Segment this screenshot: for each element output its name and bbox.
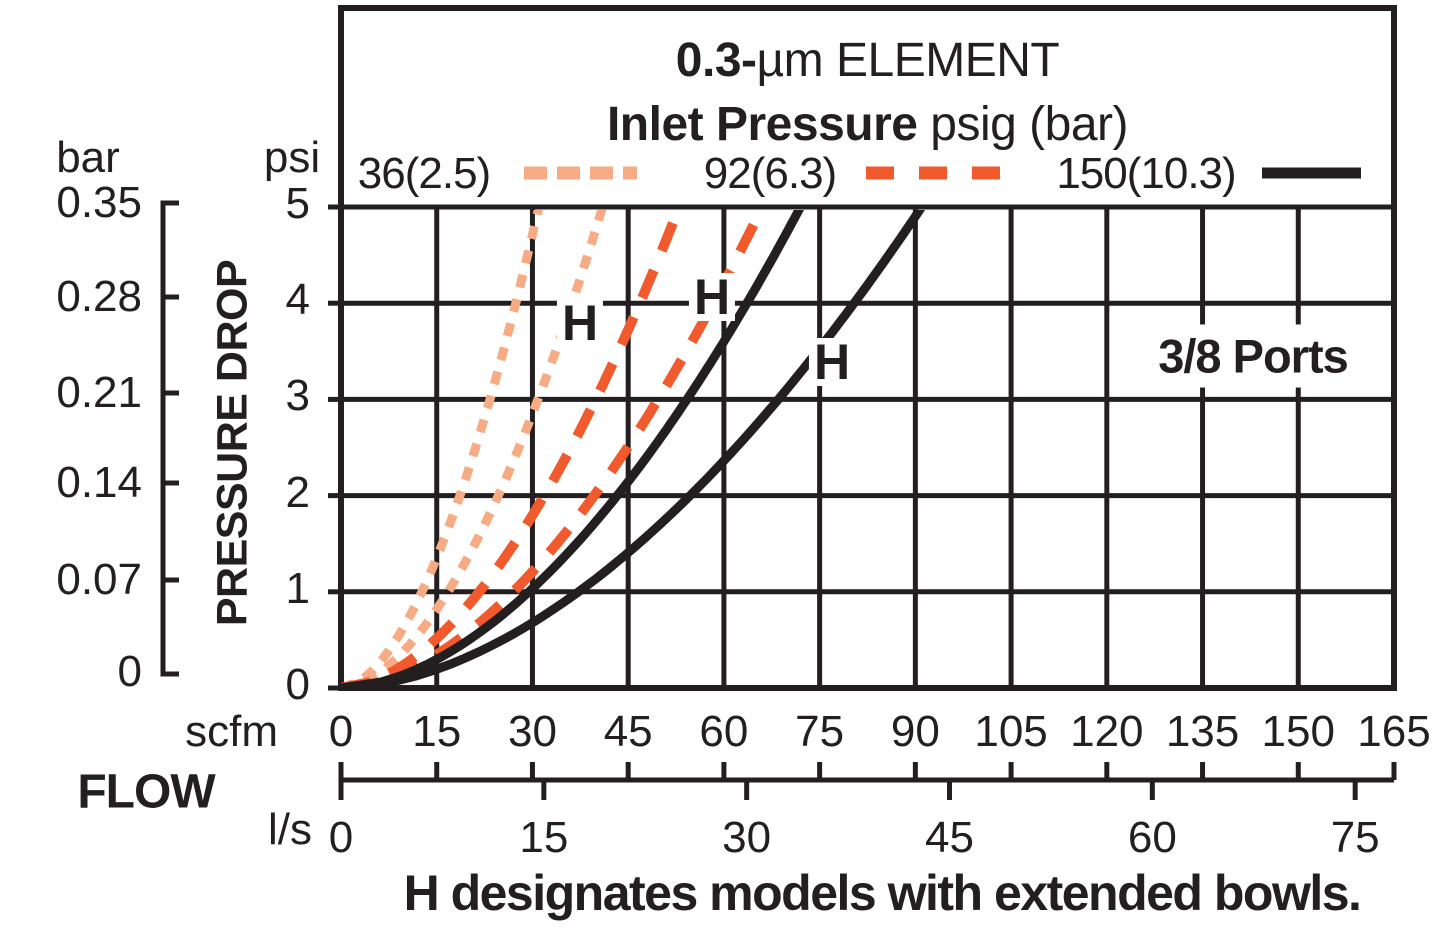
y-axis-title: PRESSURE DROP	[208, 259, 257, 627]
ls-tick-label: 0	[328, 813, 354, 862]
scfm-tick-label: 120	[1070, 707, 1144, 756]
psi-tick-label: 4	[285, 275, 310, 325]
curve-150-H	[341, 210, 926, 688]
psi-tick-label: 5	[285, 179, 310, 228]
scfm-unit-label: scfm	[185, 707, 278, 756]
psi-tick-label: 3	[285, 371, 310, 421]
ls-tick-label: 30	[722, 813, 772, 862]
title-rest: µm ELEMENT	[756, 34, 1060, 87]
legend-label-92: 92(6.3)	[703, 149, 837, 198]
ls-tick-label: 15	[519, 813, 569, 862]
scfm-tick-label: 105	[974, 707, 1048, 756]
bar-tick-label: 0	[117, 647, 142, 696]
chart-subtitle: Inlet Pressure psig (bar)	[341, 97, 1394, 152]
h-annotation-36: H	[556, 298, 604, 348]
psi-tick-label: 2	[285, 467, 310, 517]
x-axis-title: FLOW	[77, 765, 215, 819]
title-bold: 0.3-	[675, 34, 757, 87]
h-annotation-150: H	[808, 337, 856, 387]
ls-unit-label: l/s	[268, 805, 312, 854]
ls-tick-label: 75	[1330, 813, 1380, 862]
bar-tick-label: 0.07	[56, 555, 142, 604]
footnote-caption: H designates models with extended bowls.	[403, 865, 1362, 921]
scfm-tick-label: 165	[1357, 707, 1431, 756]
curve-36-H	[341, 210, 607, 688]
scfm-tick-label: 45	[603, 707, 653, 756]
bar-tick-label: 0.14	[56, 458, 142, 507]
curve-92	[341, 210, 684, 688]
ls-tick-label: 45	[925, 813, 974, 862]
scfm-tick-label: 15	[412, 707, 462, 756]
ls-tick-label: 60	[1127, 813, 1177, 862]
scfm-tick-label: 30	[507, 707, 557, 756]
scfm-tick-label: 60	[699, 707, 749, 756]
scfm-tick-label: 150	[1261, 707, 1335, 756]
curve-150	[341, 210, 804, 688]
h-annotation-92: H	[688, 272, 736, 322]
legend-label-150: 150(10.3)	[1056, 149, 1236, 198]
chart-title: 0.3-µm ELEMENT	[341, 33, 1394, 88]
scfm-tick-label: 75	[795, 707, 845, 756]
scfm-tick-label: 90	[890, 707, 940, 756]
bar-tick-label: 0.35	[56, 178, 142, 227]
subtitle-rest: psig (bar)	[917, 98, 1129, 151]
bar-tick-label: 0.28	[56, 272, 142, 321]
scfm-tick-label: 135	[1165, 707, 1240, 756]
subtitle-bold: Inlet Pressure	[606, 98, 918, 151]
scfm-tick-label: 0	[328, 707, 354, 756]
psi-tick-label: 1	[285, 563, 310, 613]
ports-label: 3/8 Ports	[1142, 324, 1364, 388]
curve-36	[341, 210, 543, 688]
bar-unit-label: bar	[56, 133, 120, 182]
legend-label-36: 36(2.5)	[357, 149, 491, 198]
psi-tick-label: 0	[285, 660, 310, 709]
psi-unit-label: psi	[263, 133, 321, 182]
bar-tick-label: 0.21	[56, 368, 142, 417]
